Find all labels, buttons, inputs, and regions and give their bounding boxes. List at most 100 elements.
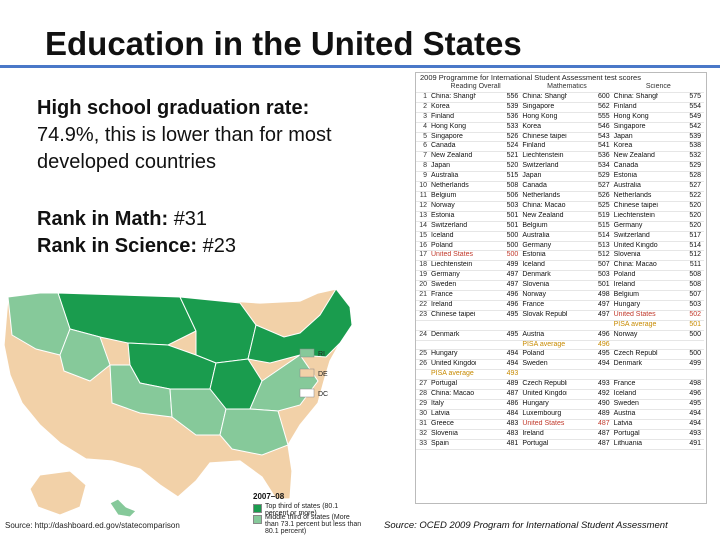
- table-cell: [521, 320, 567, 331]
- table-cell: Netherlands: [612, 191, 659, 202]
- table-cell: 500: [475, 241, 522, 252]
- table-cell: Sweden: [521, 359, 567, 371]
- table-row: 10 Netherlands 508 Canada 527 Australia 527: [416, 181, 704, 192]
- graduation-label: High school graduation rate:: [37, 97, 310, 119]
- table-cell: Germany: [430, 270, 476, 282]
- table-cell: 11: [416, 191, 430, 202]
- col-science: Science: [612, 83, 704, 93]
- table-cell: Korea: [521, 122, 567, 133]
- table-cell: 541: [566, 141, 613, 153]
- map-label-dc: DC: [318, 391, 328, 398]
- table-cell: 19: [416, 270, 430, 282]
- table-row: 4 Hong Kong 533 Korea 546 Singapore 542: [416, 122, 704, 133]
- table-row: 15 Iceland 500 Australia 514 Switzerland 517: [416, 231, 704, 242]
- map-label-ri: RI: [318, 351, 325, 358]
- table-cell: 524: [475, 141, 522, 153]
- table-cell: 536: [475, 112, 522, 123]
- table-cell: France: [430, 290, 476, 301]
- table-cell: 16: [416, 241, 430, 252]
- table-cell: 512: [566, 250, 613, 262]
- table-cell: Ireland: [612, 280, 659, 292]
- table-cell: 494: [658, 419, 704, 430]
- table-cell: 484: [475, 409, 522, 420]
- table-cell: 25: [416, 349, 430, 361]
- table-cell: Iceland: [430, 231, 476, 242]
- table-cell: 24: [416, 330, 430, 341]
- table-cell: 17: [416, 250, 430, 262]
- table-cell: 495: [475, 310, 522, 321]
- table-cell: 1: [416, 92, 430, 103]
- col-math: Mathematics: [521, 83, 613, 93]
- table-cell: Australia: [521, 231, 567, 242]
- table-cell: 539: [475, 102, 522, 113]
- table-cell: 500: [475, 231, 522, 242]
- table-cell: Chinese taipei: [430, 310, 476, 321]
- table-cell: China: Macao: [612, 260, 659, 272]
- table-cell: 497: [566, 300, 613, 311]
- table-cell: Slovenia: [612, 250, 659, 262]
- legend-label: Middle third of states (More than 73.1 p…: [265, 514, 362, 535]
- table-cell: Luxembourg: [521, 409, 567, 420]
- table-cell: 501: [658, 320, 704, 331]
- table-cell: United Kingdom: [521, 389, 567, 400]
- table-cell: Slovenia: [430, 429, 476, 440]
- table-cell: 542: [658, 122, 704, 133]
- table-cell: 28: [416, 389, 430, 400]
- table-cell: [658, 340, 704, 351]
- us-graduation-map: RI DE DC: [3, 288, 353, 518]
- table-cell: Estonia: [612, 171, 659, 183]
- table-cell: Denmark: [612, 359, 659, 371]
- table-cell: 549: [658, 112, 704, 123]
- table-row: 6 Canada 524 Finland 541 Korea 538: [416, 141, 704, 153]
- table-cell: 493: [475, 369, 522, 381]
- table-cell: Japan: [521, 171, 567, 183]
- table-cell: 492: [566, 389, 613, 400]
- table-cell: [612, 369, 659, 381]
- table-cell: 20: [416, 280, 430, 292]
- table-cell: 507: [658, 290, 704, 301]
- table-cell: China: Shanghai: [430, 92, 476, 103]
- table-cell: 554: [658, 102, 704, 113]
- table-cell: Estonia: [430, 211, 476, 222]
- table-cell: 498: [658, 379, 704, 391]
- graduation-text: 74.9%, this is lower than for most devel…: [37, 124, 332, 173]
- table-row: 22 Ireland 496 France 497 Hungary 503: [416, 300, 704, 311]
- table-cell: Poland: [430, 241, 476, 252]
- table-cell: 495: [566, 349, 613, 361]
- table-cell: 494: [475, 349, 522, 361]
- table-cell: 26: [416, 359, 430, 371]
- table-cell: 527: [658, 181, 704, 192]
- table-cell: Hungary: [521, 399, 567, 410]
- map-label-de: DE: [318, 371, 328, 378]
- pisa-table: 2009 Programme for International Student…: [415, 72, 707, 504]
- table-cell: 14: [416, 221, 430, 232]
- table-cell: 489: [566, 409, 613, 420]
- table-cell: 496: [566, 330, 613, 341]
- table-cell: 575: [658, 92, 704, 103]
- table-cell: 490: [566, 399, 613, 410]
- table-cell: Belgium: [521, 221, 567, 232]
- average-row: PISA average :496: [416, 340, 704, 351]
- table-cell: 500: [658, 330, 704, 341]
- table-cell: [566, 369, 613, 381]
- table-cell: [658, 369, 704, 381]
- table-row: 13 Estonia 501 New Zealand 519 Liechtenstein 5…: [416, 211, 704, 222]
- table-cell: 508: [658, 270, 704, 282]
- table-cell: 600: [566, 92, 613, 103]
- table-cell: 483: [475, 419, 522, 430]
- table-cell: PISA average :: [430, 369, 476, 381]
- table-cell: 514: [658, 241, 704, 252]
- table-cell: 23: [416, 310, 430, 321]
- table-cell: 506: [475, 191, 522, 202]
- table-cell: 508: [658, 280, 704, 292]
- table-cell: United States: [430, 250, 476, 262]
- table-cell: Singapore: [612, 122, 659, 133]
- table-cell: [416, 340, 430, 351]
- table-cell: Iceland: [521, 260, 567, 272]
- table-cell: 487: [566, 429, 613, 440]
- table-cell: 562: [566, 102, 613, 113]
- table-cell: Finland: [612, 102, 659, 113]
- table-cell: 539: [658, 132, 704, 143]
- table-cell: 27: [416, 379, 430, 391]
- table-cell: 481: [475, 439, 522, 450]
